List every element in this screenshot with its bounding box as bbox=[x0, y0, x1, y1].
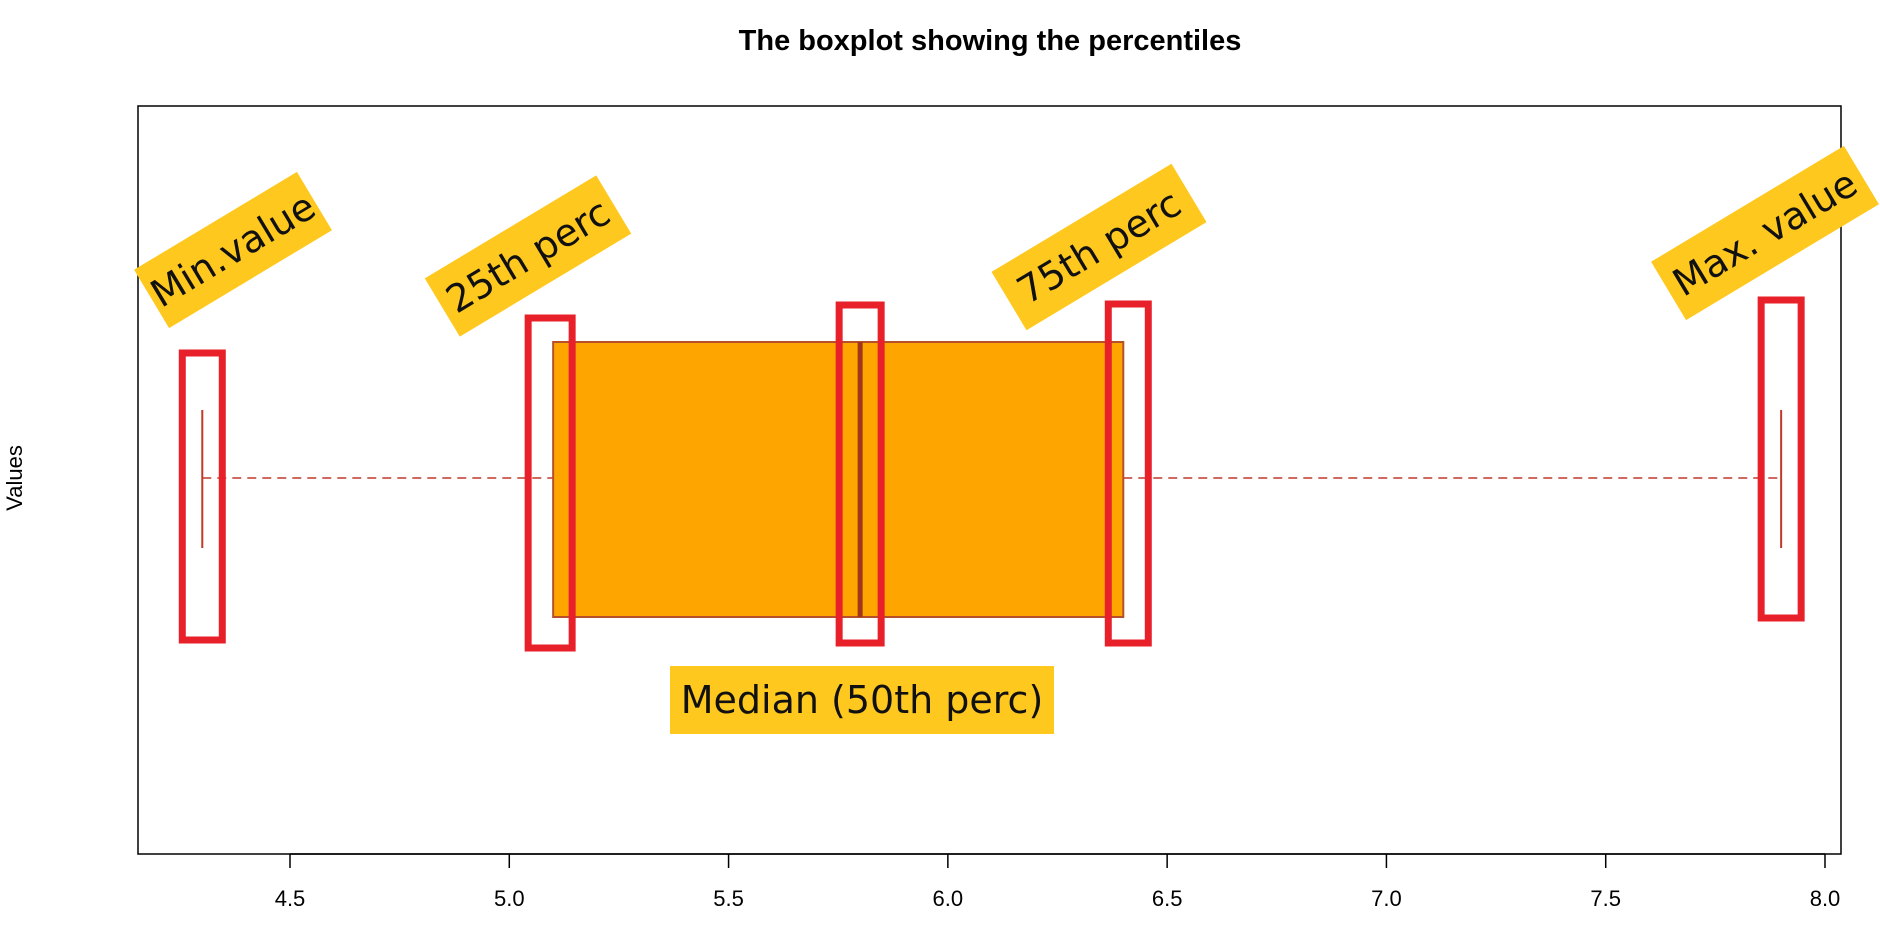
x-tick-label: 5.5 bbox=[713, 886, 744, 911]
annotation-median: Median (50th perc) bbox=[670, 666, 1054, 734]
chart-title: The boxplot showing the percentiles bbox=[739, 25, 1242, 57]
q1-highlight bbox=[524, 314, 576, 652]
x-tick-label: 7.5 bbox=[1590, 886, 1621, 911]
annotation-max: Max. value bbox=[1651, 145, 1879, 321]
annotation-bg bbox=[670, 666, 1054, 734]
annotation-label: Max. value bbox=[1665, 161, 1865, 305]
x-tick-label: 5.0 bbox=[494, 886, 525, 911]
x-tick-label: 4.5 bbox=[275, 886, 306, 911]
annotation-bg bbox=[1651, 145, 1879, 321]
annotation-q1: 25th perc bbox=[424, 175, 632, 337]
annotation-bg bbox=[991, 163, 1207, 331]
min-highlight bbox=[178, 349, 226, 644]
annotation-bg bbox=[134, 171, 332, 329]
q3-highlight bbox=[1104, 300, 1152, 647]
annotation-label: Median (50th perc) bbox=[681, 678, 1044, 722]
x-tick-label: 8.0 bbox=[1810, 886, 1841, 911]
median-highlight bbox=[835, 301, 885, 647]
boxplot-marks bbox=[201, 341, 1783, 618]
max-highlight bbox=[1757, 296, 1805, 622]
annotation-q3: 75th perc bbox=[991, 163, 1207, 331]
y-axis-label: Values bbox=[2, 445, 27, 511]
annotation-min: Min.value bbox=[134, 171, 332, 329]
x-tick-label: 6.0 bbox=[933, 886, 964, 911]
x-tick-label: 6.5 bbox=[1152, 886, 1183, 911]
x-axis: 4.5 5.0 5.5 6.0 6.5 7.0 7.5 8.0 bbox=[275, 853, 1841, 911]
annotation-bg bbox=[424, 175, 632, 337]
highlight-boxes bbox=[178, 296, 1805, 652]
x-tick-label: 7.0 bbox=[1371, 886, 1402, 911]
